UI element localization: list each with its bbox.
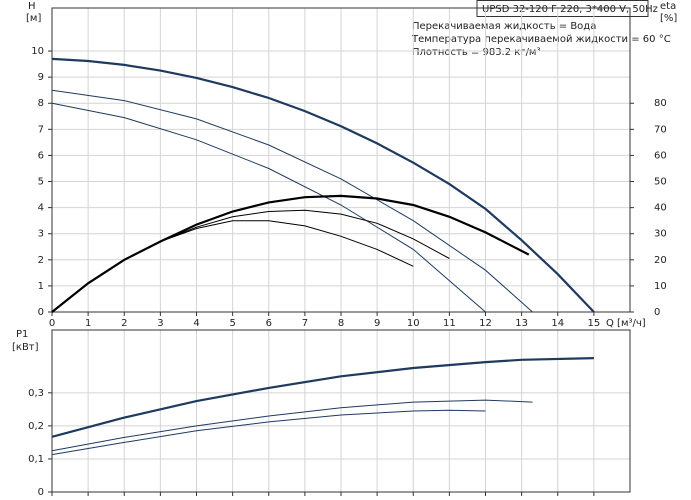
chart-title: UPSD 32-120 F 220, 3*400 V, 50Hz	[482, 4, 658, 15]
y2-tick-label: 30	[654, 229, 667, 240]
y-tick-label: 4	[38, 203, 44, 214]
y2-tick-label: 20	[654, 255, 667, 266]
x-tick-label: 4	[193, 318, 199, 329]
x-tick-label: 5	[229, 318, 235, 329]
x-tick-label: 12	[479, 318, 492, 329]
y2-axis-unit: [%]	[660, 13, 677, 24]
curve	[51, 399, 533, 452]
y-tick-label: 9	[38, 72, 44, 83]
y-axis-label: P1	[16, 329, 28, 340]
y-tick-label: 6	[38, 150, 44, 161]
y-tick-label: 0,1	[28, 454, 44, 465]
y-tick-label: 1	[38, 281, 44, 292]
curve	[51, 194, 530, 313]
curve	[51, 102, 486, 313]
y-tick-label: 7	[38, 124, 44, 135]
y2-tick-label: 0	[654, 307, 660, 318]
y-axis-unit: [кВт]	[12, 342, 39, 353]
y-tick-label: 5	[38, 177, 44, 188]
x-tick-label: 1	[85, 318, 91, 329]
x-tick-label: 9	[374, 318, 380, 329]
curve	[51, 57, 595, 313]
y-tick-label: 0,3	[28, 388, 44, 399]
y2-tick-label: 80	[654, 98, 667, 109]
x-tick-label: 6	[266, 318, 272, 329]
x-tick-label: 13	[515, 318, 528, 329]
x-tick-label: 7	[302, 318, 308, 329]
curve	[51, 220, 414, 313]
curve	[51, 89, 533, 313]
y-tick-label: 0	[38, 307, 44, 318]
curve	[51, 357, 594, 438]
x-tick-label: 0	[49, 318, 55, 329]
x-tick-label: 11	[443, 318, 456, 329]
x-tick-label: 3	[157, 318, 163, 329]
x-tick-label: 10	[407, 318, 420, 329]
y-tick-label: 3	[38, 229, 44, 240]
x-tick-label: 8	[338, 318, 344, 329]
y2-tick-label: 70	[654, 124, 667, 135]
x-axis-label: Q [м³/ч]	[606, 318, 646, 329]
annotation: Перекачиваемая жидкость = Вода	[412, 21, 596, 32]
x-tick-label: 14	[551, 318, 564, 329]
plot-frame	[51, 7, 631, 313]
y-tick-label: 2	[38, 255, 44, 266]
x-tick-label: 15	[588, 318, 601, 329]
y2-tick-label: 50	[654, 177, 667, 188]
curve	[51, 209, 450, 313]
x-tick-label: 2	[121, 318, 127, 329]
annotation: Плотность = 983.2 кг/м³	[412, 47, 541, 58]
y2-tick-label: 40	[654, 203, 667, 214]
plot-frame	[51, 329, 631, 493]
curve	[51, 409, 486, 456]
y-axis-label: H	[28, 1, 36, 12]
y2-axis-label: eta	[660, 1, 676, 12]
y-tick-label: 8	[38, 98, 44, 109]
y-axis-unit: [м]	[26, 13, 41, 24]
y-tick-label: 10	[31, 46, 44, 57]
y2-tick-label: 60	[654, 150, 667, 161]
y-tick-label: 0,2	[28, 421, 44, 432]
y-tick-label: 0	[38, 487, 44, 498]
annotation: Температура перекачиваемой жидкости = 60…	[411, 34, 671, 45]
y2-tick-label: 10	[654, 281, 667, 292]
